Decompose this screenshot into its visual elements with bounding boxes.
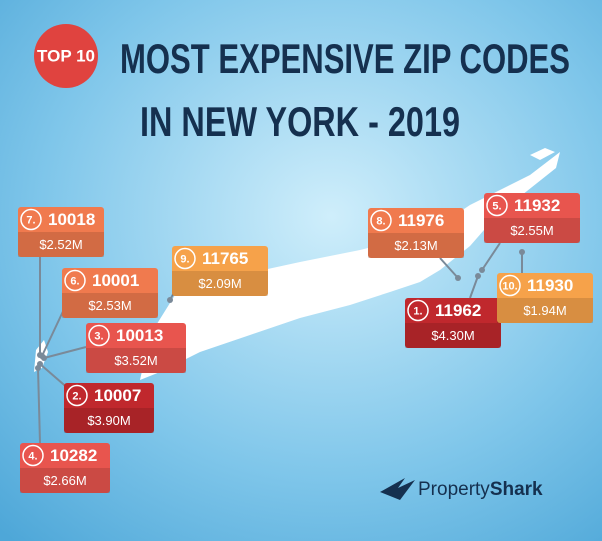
zip-label: 4. 10282 $2.66M — [20, 365, 110, 493]
price: $2.55M — [510, 223, 553, 238]
rank-circle — [174, 247, 196, 270]
logo-part2: Shark — [490, 479, 543, 500]
label-box — [368, 208, 464, 258]
price: $2.13M — [394, 238, 437, 253]
label-box — [62, 268, 158, 318]
leader-dot — [455, 275, 461, 281]
zip-label: 3. 10013 $3.52M — [41, 323, 186, 373]
rank-circle — [407, 299, 429, 322]
zip: 11930 — [527, 276, 573, 295]
rank: 10. — [502, 280, 517, 292]
price-band — [20, 468, 110, 493]
rank: 3. — [94, 330, 103, 342]
logo-icon — [380, 478, 415, 500]
rank: 6. — [70, 275, 79, 287]
long-island — [140, 152, 560, 380]
rank-circle — [20, 208, 42, 231]
price-band — [64, 408, 154, 433]
zip-label: 6. 10001 $2.53M — [39, 268, 158, 359]
rank-circle — [499, 274, 521, 297]
zip-label: 2. 10007 $3.90M — [37, 361, 154, 433]
price: $2.52M — [39, 237, 82, 252]
zip-label: 5. 11932 $2.55M — [479, 193, 580, 273]
label-box — [18, 207, 104, 257]
leader-line — [481, 242, 501, 271]
logo-part1: Property — [418, 479, 490, 500]
price-band — [368, 233, 464, 258]
leader-line — [469, 275, 479, 299]
price: $2.66M — [43, 473, 86, 488]
price: $1.94M — [523, 303, 566, 318]
label-box — [86, 323, 186, 373]
zip: 10007 — [94, 386, 141, 405]
rank: 5. — [492, 200, 501, 212]
price-band — [484, 218, 580, 243]
price: $2.53M — [88, 298, 131, 313]
leader-dot — [479, 267, 485, 273]
zip: 10018 — [48, 210, 95, 229]
price-band — [62, 293, 158, 318]
rank-circle — [66, 384, 88, 407]
zip: 11962 — [435, 301, 481, 320]
north-fork-island — [530, 148, 555, 160]
rank-circle — [64, 269, 86, 292]
leader-dot — [167, 297, 173, 303]
price-band — [172, 271, 268, 296]
rank-circle — [370, 209, 392, 232]
zip-label: 1. 11962 $4.30M — [405, 273, 501, 348]
label-box — [405, 298, 501, 348]
leader-line — [37, 367, 41, 444]
rank: 1. — [413, 305, 422, 317]
logo-text: PropertyShark — [418, 479, 543, 500]
zip-label: 10. 11930 $1.94M — [497, 249, 593, 323]
price-band — [405, 323, 501, 348]
zip: 10282 — [50, 446, 97, 465]
rank: 2. — [72, 390, 81, 402]
price: $2.09M — [198, 276, 241, 291]
zip: 10013 — [116, 326, 163, 345]
zip: 10001 — [92, 271, 139, 290]
leader-dot — [519, 249, 525, 255]
title-line2: IN NEW YORK - 2019 — [140, 98, 460, 145]
rank: 9. — [180, 253, 189, 265]
leader-dot — [35, 365, 41, 371]
badge-circle — [34, 24, 98, 88]
price-band — [497, 298, 593, 323]
rank: 8. — [376, 215, 385, 227]
logo: PropertyShark — [380, 478, 543, 500]
rank-circle — [22, 444, 44, 467]
rank: 4. — [28, 450, 37, 462]
label-box — [172, 246, 268, 296]
price-band — [86, 348, 186, 373]
badge-text: TOP 10 — [37, 46, 95, 65]
label-box — [497, 273, 593, 323]
price: $4.30M — [431, 328, 474, 343]
price-band — [18, 232, 104, 257]
leader-line — [439, 257, 459, 279]
price: $3.90M — [87, 413, 130, 428]
price: $3.52M — [114, 353, 157, 368]
rank-circle — [486, 194, 508, 217]
zip-label: 8. 11976 $2.13M — [368, 208, 464, 281]
zip-label: 9. 11765 $2.09M — [167, 246, 268, 303]
label-box — [484, 193, 580, 243]
rank: 7. — [26, 214, 35, 226]
leader-line — [43, 346, 87, 359]
leader-dot — [41, 355, 47, 361]
leader-dot — [475, 273, 481, 279]
title-line1: MOST EXPENSIVE ZIP CODES — [120, 35, 570, 82]
rank-circle — [88, 324, 110, 347]
zip: 11932 — [514, 196, 560, 215]
zip: 11976 — [398, 211, 444, 230]
zip: 11765 — [202, 249, 248, 268]
